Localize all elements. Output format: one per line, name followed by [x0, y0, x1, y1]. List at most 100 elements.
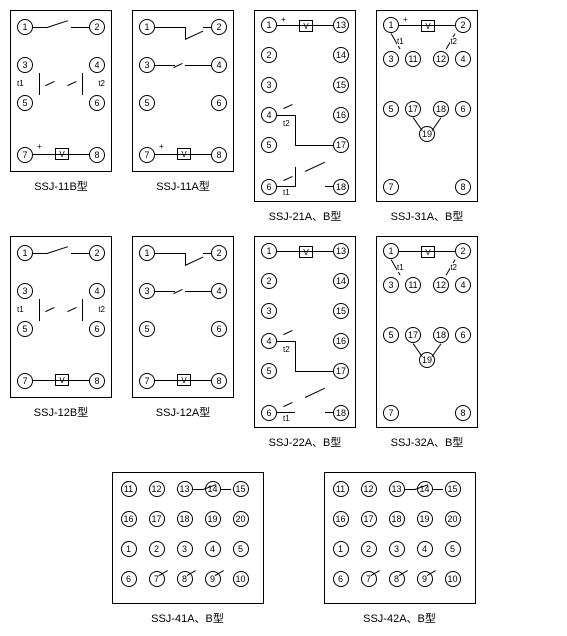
switch	[185, 257, 204, 267]
pin-12: 12	[361, 481, 377, 497]
wire	[193, 489, 203, 490]
label-t2: t2	[283, 119, 290, 128]
wire	[277, 186, 295, 187]
pin-label: 4	[94, 286, 99, 296]
nc-contact	[45, 307, 55, 312]
meter-label: V	[303, 22, 308, 31]
label-t1: t1	[283, 414, 290, 423]
meter-v: V	[299, 20, 313, 32]
panel-ssj-21: 1 13 2 14 3 15 4 16 5 17 6 18 + V t2 t1	[254, 10, 356, 224]
wire	[221, 489, 231, 490]
pin-2: 2	[361, 541, 377, 557]
pin-label: 1	[22, 248, 27, 258]
nc-contact	[283, 104, 293, 109]
pin-label: 15	[336, 80, 346, 90]
pin-4: 4	[89, 57, 105, 73]
pin-label: 1	[144, 22, 149, 32]
polarity-plus: +	[159, 142, 164, 151]
pin-4: 4	[211, 57, 227, 73]
pin-label: 3	[144, 286, 149, 296]
box-ssj-21: 1 13 2 14 3 15 4 16 5 17 6 18 + V t2 t1	[254, 10, 356, 202]
pin-4: 4	[455, 277, 471, 293]
panel-ssj-11b: 1 2 3 4 5 6 7 8 t1 t2 + V SSJ-11B型	[10, 10, 112, 224]
pin-5: 5	[139, 95, 155, 111]
pin-6: 6	[261, 179, 277, 195]
pin-8: 8	[455, 179, 471, 195]
pin-1: 1	[333, 541, 349, 557]
pin-6: 6	[89, 321, 105, 337]
pin-3: 3	[261, 77, 277, 93]
wire-diag	[413, 343, 423, 357]
pin-label: 4	[216, 286, 221, 296]
pin-6: 6	[89, 95, 105, 111]
pin-16: 16	[333, 333, 349, 349]
pin-label: 5	[144, 324, 149, 334]
pin-18: 18	[433, 101, 449, 117]
pin-5: 5	[261, 137, 277, 153]
pin-1: 1	[17, 19, 33, 35]
pin-2: 2	[455, 243, 471, 259]
pin-label: 12	[436, 54, 446, 64]
panel-ssj-42: 1112131415161718192012345678910 SSJ-42A、…	[324, 472, 476, 626]
pin-label: 2	[94, 22, 99, 32]
label-t2: t2	[450, 37, 457, 46]
label-t1: t1	[397, 263, 404, 272]
wire	[33, 27, 47, 28]
pin-label: 4	[266, 336, 271, 346]
label-t2: t2	[450, 263, 457, 272]
pin-label: 11	[408, 280, 417, 290]
label-t1: t1	[397, 37, 404, 46]
pin-label: 12	[436, 280, 446, 290]
pin-label: 17	[408, 104, 418, 114]
pin-label: 8	[216, 150, 221, 160]
pin-7: 7	[139, 147, 155, 163]
pin-16: 16	[333, 511, 349, 527]
pin-label: 2	[266, 50, 271, 60]
pin-label: 6	[460, 104, 465, 114]
pin-1: 1	[383, 243, 399, 259]
caption: SSJ-11A型	[156, 178, 210, 194]
switch	[305, 388, 325, 398]
nc-contact	[67, 81, 77, 86]
pin-2: 2	[211, 245, 227, 261]
pin-3: 3	[17, 283, 33, 299]
wire	[39, 73, 40, 95]
caption: SSJ-12A型	[156, 404, 210, 420]
pin-4: 4	[89, 283, 105, 299]
polarity-plus: +	[281, 15, 286, 24]
meter-label: V	[303, 248, 308, 257]
meter-label: V	[181, 376, 186, 385]
caption: SSJ-12B型	[34, 404, 88, 420]
wire	[203, 27, 211, 28]
pin-2: 2	[89, 245, 105, 261]
caption: SSJ-41A、B型	[151, 610, 224, 626]
pin-label: 2	[216, 22, 221, 32]
wire	[155, 65, 175, 66]
pin-label: 1	[22, 22, 27, 32]
pin-label: 17	[336, 140, 346, 150]
pin-6: 6	[211, 95, 227, 111]
pin-label: 19	[422, 355, 432, 365]
pin-6: 6	[333, 571, 349, 587]
pin-label: 8	[216, 376, 221, 386]
pin-label: 13	[336, 246, 346, 256]
pin-1: 1	[139, 245, 155, 261]
caption: SSJ-11B型	[34, 178, 88, 194]
pin-6: 6	[121, 571, 137, 587]
wire	[295, 371, 333, 372]
box-ssj-11b: 1 2 3 4 5 6 7 8 t1 t2 + V	[10, 10, 112, 172]
pin-3: 3	[383, 277, 399, 293]
pin-17: 17	[405, 101, 421, 117]
pin-label: 16	[336, 110, 346, 120]
pin-label: 6	[216, 324, 221, 334]
pin-label: 13	[336, 20, 346, 30]
wire	[295, 145, 333, 146]
pin-6: 6	[455, 327, 471, 343]
pin-5: 5	[261, 363, 277, 379]
pin-label: 5	[388, 330, 393, 340]
pin-label: 18	[436, 104, 446, 114]
panel-ssj-32: 1 2 3 11 12 4 5 17 18 6 19 7 8 V t1 t2 S…	[376, 236, 478, 450]
pin-12: 12	[433, 277, 449, 293]
pin-label: 3	[144, 60, 149, 70]
wire	[71, 253, 89, 254]
